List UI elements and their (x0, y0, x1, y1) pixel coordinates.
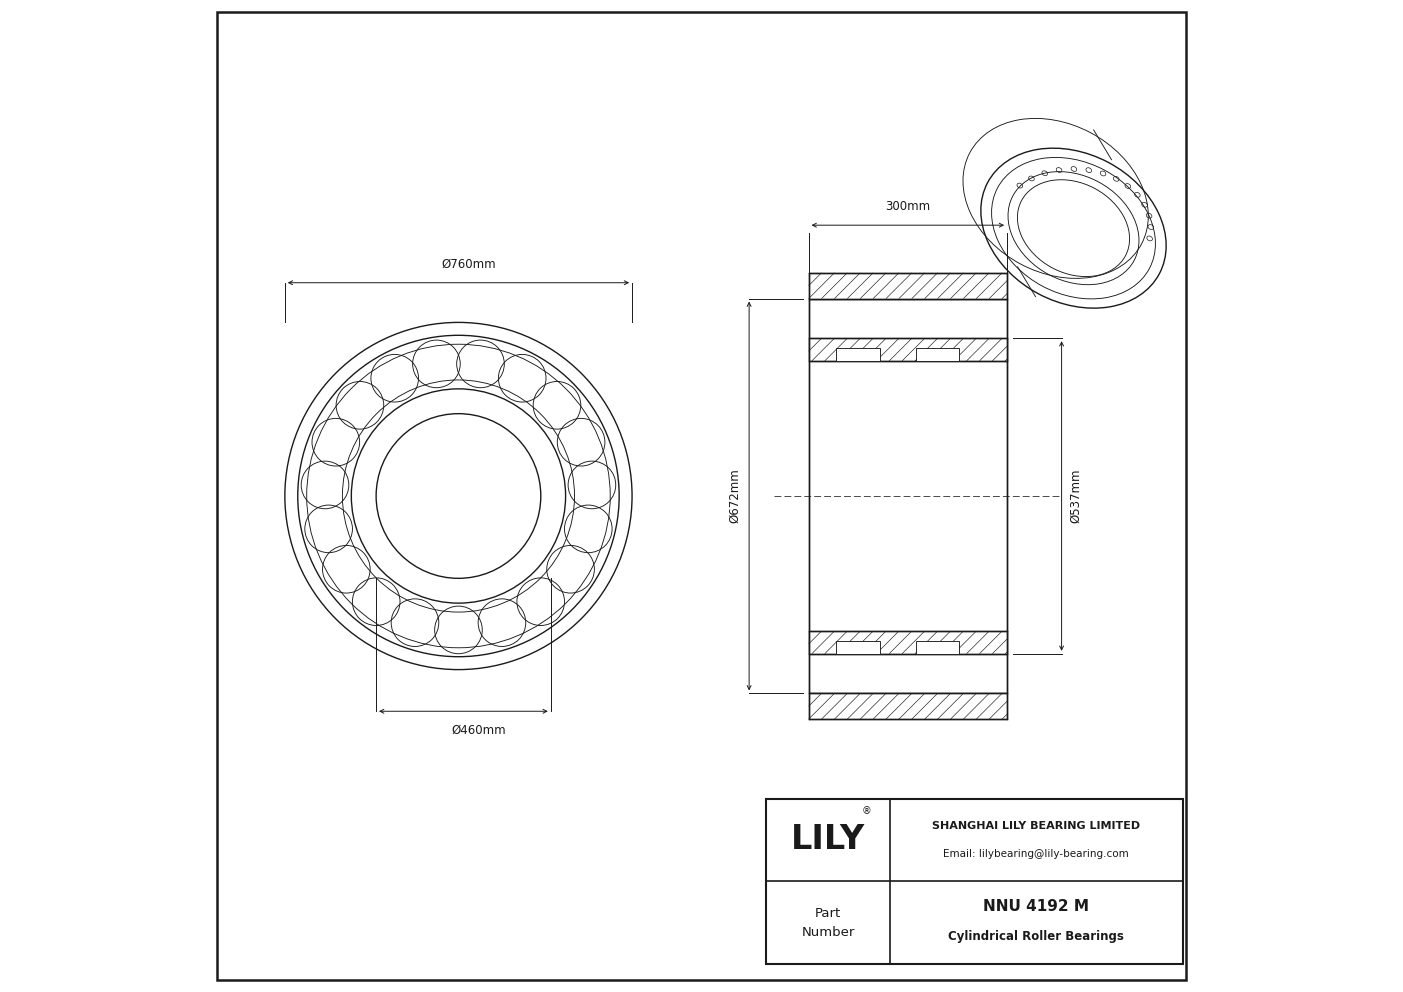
Ellipse shape (1017, 180, 1129, 277)
Text: Ø760mm: Ø760mm (441, 258, 495, 271)
Bar (836, 348, 880, 361)
Bar (916, 348, 960, 361)
Text: SHANGHAI LILY BEARING LIMITED: SHANGHAI LILY BEARING LIMITED (932, 820, 1141, 831)
Text: Ø537mm: Ø537mm (1069, 469, 1083, 523)
Text: NNU 4192 M: NNU 4192 M (984, 899, 1089, 915)
Bar (808, 631, 1007, 654)
Text: LILY: LILY (791, 823, 866, 856)
Text: Ø460mm: Ø460mm (450, 724, 505, 737)
Text: Part
Number: Part Number (801, 907, 854, 938)
Bar (808, 273, 1007, 299)
Bar (916, 641, 960, 654)
Text: Ø672mm: Ø672mm (728, 468, 741, 524)
Text: Email: lilybearing@lily-bearing.com: Email: lilybearing@lily-bearing.com (943, 848, 1129, 859)
Bar (808, 299, 1007, 693)
Bar (766, 799, 1183, 964)
Text: Cylindrical Roller Bearings: Cylindrical Roller Bearings (948, 930, 1124, 943)
Bar (808, 338, 1007, 361)
Bar (808, 693, 1007, 719)
Text: ®: ® (861, 806, 871, 815)
Bar (836, 641, 880, 654)
Text: 300mm: 300mm (885, 200, 930, 213)
